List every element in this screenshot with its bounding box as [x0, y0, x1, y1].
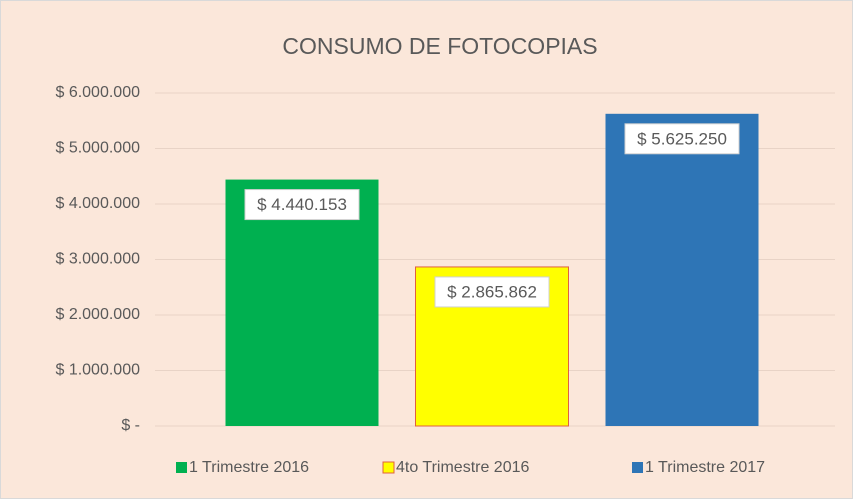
- data-label: $ 4.440.153: [257, 195, 347, 214]
- y-tick-label: $ 2.000.000: [55, 306, 140, 323]
- y-tick-label: $ 1.000.000: [55, 362, 140, 379]
- legend-label: 1 Trimestre 2016: [189, 459, 309, 476]
- data-label-box: [624, 123, 740, 155]
- bar: [225, 179, 379, 426]
- data-label-box: [244, 189, 360, 221]
- legend-label: 4to Trimestre 2016: [396, 459, 530, 476]
- legend-swatch: [382, 461, 395, 474]
- data-label: $ 5.625.250: [637, 129, 727, 148]
- y-tick-label: $ 3.000.000: [55, 251, 140, 268]
- legend-swatch: [632, 462, 643, 473]
- chart-title: CONSUMO DE FOTOCOPIAS: [282, 33, 597, 59]
- legend-label: 1 Trimestre 2017: [645, 459, 765, 476]
- bar: [605, 113, 759, 427]
- data-label-box: [434, 276, 550, 308]
- legend-swatch: [176, 462, 187, 473]
- y-tick-label: $ 6.000.000: [55, 84, 140, 101]
- data-label: $ 2.865.862: [447, 282, 537, 301]
- y-tick-label: $ -: [121, 417, 140, 434]
- y-tick-label: $ 5.000.000: [55, 140, 140, 157]
- y-tick-label: $ 4.000.000: [55, 195, 140, 212]
